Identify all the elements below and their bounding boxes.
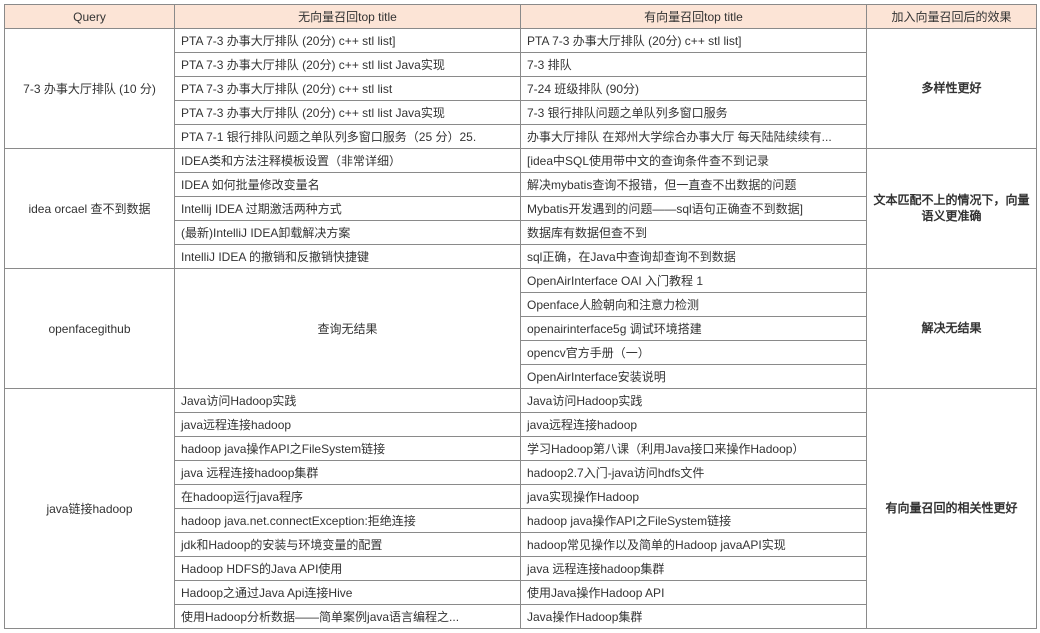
effect-cell: 解决无结果 bbox=[867, 269, 1037, 389]
vec-cell: 解决mybatis查询不报错，但一直查不出数据的问题 bbox=[521, 173, 867, 197]
novec-cell: java远程连接hadoop bbox=[175, 413, 521, 437]
novec-cell: Java访问Hadoop实践 bbox=[175, 389, 521, 413]
vec-cell: java实现操作Hadoop bbox=[521, 485, 867, 509]
novec-noresult-cell: 查询无结果 bbox=[175, 269, 521, 389]
vec-cell: 使用Java操作Hadoop API bbox=[521, 581, 867, 605]
vec-cell: openairinterface5g 调试环境搭建 bbox=[521, 317, 867, 341]
novec-cell: 在hadoop运行java程序 bbox=[175, 485, 521, 509]
novec-cell: IntelliJ IDEA 的撤销和反撤销快捷键 bbox=[175, 245, 521, 269]
vec-cell: sql正确，在Java中查询却查询不到数据 bbox=[521, 245, 867, 269]
novec-cell: hadoop java操作API之FileSystem链接 bbox=[175, 437, 521, 461]
comparison-table: Query 无向量召回top title 有向量召回top title 加入向量… bbox=[4, 4, 1037, 629]
novec-cell: PTA 7-3 办事大厅排队 (20分) c++ stl list Java实现 bbox=[175, 101, 521, 125]
vec-cell: OpenAirInterface安装说明 bbox=[521, 365, 867, 389]
novec-cell: Hadoop之通过Java Api连接Hive bbox=[175, 581, 521, 605]
query-cell: idea orcael 查不到数据 bbox=[5, 149, 175, 269]
novec-cell: Hadoop HDFS的Java API使用 bbox=[175, 557, 521, 581]
vec-cell: hadoop常见操作以及简单的Hadoop javaAPI实现 bbox=[521, 533, 867, 557]
table-row: 7-3 办事大厅排队 (10 分)PTA 7-3 办事大厅排队 (20分) c+… bbox=[5, 29, 1037, 53]
vec-cell: java远程连接hadoop bbox=[521, 413, 867, 437]
vec-cell: hadoop2.7入门-java访问hdfs文件 bbox=[521, 461, 867, 485]
vec-cell: hadoop java操作API之FileSystem链接 bbox=[521, 509, 867, 533]
table-row: openfacegithub查询无结果OpenAirInterface OAI … bbox=[5, 269, 1037, 293]
novec-cell: java 远程连接hadoop集群 bbox=[175, 461, 521, 485]
query-cell: openfacegithub bbox=[5, 269, 175, 389]
effect-cell: 有向量召回的相关性更好 bbox=[867, 389, 1037, 629]
novec-cell: Intellij IDEA 过期激活两种方式 bbox=[175, 197, 521, 221]
vec-cell: 7-3 银行排队问题之单队列多窗口服务 bbox=[521, 101, 867, 125]
vec-cell: 7-3 排队 bbox=[521, 53, 867, 77]
novec-cell: IDEA类和方法注释模板设置（非常详细） bbox=[175, 149, 521, 173]
vec-cell: 7-24 班级排队 (90分) bbox=[521, 77, 867, 101]
vec-cell: [idea中SQL使用带中文的查询条件查不到记录 bbox=[521, 149, 867, 173]
vec-cell: 数据库有数据但查不到 bbox=[521, 221, 867, 245]
vec-cell: java 远程连接hadoop集群 bbox=[521, 557, 867, 581]
query-cell: java链接hadoop bbox=[5, 389, 175, 629]
header-row: Query 无向量召回top title 有向量召回top title 加入向量… bbox=[5, 5, 1037, 29]
header-effect: 加入向量召回后的效果 bbox=[867, 5, 1037, 29]
effect-cell: 文本匹配不上的情况下，向量语义更准确 bbox=[867, 149, 1037, 269]
query-cell: 7-3 办事大厅排队 (10 分) bbox=[5, 29, 175, 149]
vec-cell: opencv官方手册（一） bbox=[521, 341, 867, 365]
vec-cell: 学习Hadoop第八课（利用Java接口来操作Hadoop） bbox=[521, 437, 867, 461]
vec-cell: Java访问Hadoop实践 bbox=[521, 389, 867, 413]
novec-cell: PTA 7-3 办事大厅排队 (20分) c++ stl list Java实现 bbox=[175, 53, 521, 77]
vec-cell: Openface人脸朝向和注意力检测 bbox=[521, 293, 867, 317]
vec-cell: PTA 7-3 办事大厅排队 (20分) c++ stl list] bbox=[521, 29, 867, 53]
table-row: idea orcael 查不到数据IDEA类和方法注释模板设置（非常详细）[id… bbox=[5, 149, 1037, 173]
novec-cell: hadoop java.net.connectException:拒绝连接 bbox=[175, 509, 521, 533]
vec-cell: Java操作Hadoop集群 bbox=[521, 605, 867, 629]
vec-cell: OpenAirInterface OAI 入门教程 1 bbox=[521, 269, 867, 293]
novec-cell: PTA 7-3 办事大厅排队 (20分) c++ stl list] bbox=[175, 29, 521, 53]
novec-cell: PTA 7-3 办事大厅排队 (20分) c++ stl list bbox=[175, 77, 521, 101]
novec-cell: (最新)IntelliJ IDEA卸载解决方案 bbox=[175, 221, 521, 245]
vec-cell: 办事大厅排队 在郑州大学综合办事大厅 每天陆陆续续有... bbox=[521, 125, 867, 149]
novec-cell: IDEA 如何批量修改变量名 bbox=[175, 173, 521, 197]
novec-cell: 使用Hadoop分析数据——简单案例java语言编程之... bbox=[175, 605, 521, 629]
header-query: Query bbox=[5, 5, 175, 29]
novec-cell: PTA 7-1 银行排队问题之单队列多窗口服务（25 分）25. bbox=[175, 125, 521, 149]
effect-cell: 多样性更好 bbox=[867, 29, 1037, 149]
header-novec: 无向量召回top title bbox=[175, 5, 521, 29]
table-row: java链接hadoopJava访问Hadoop实践Java访问Hadoop实践… bbox=[5, 389, 1037, 413]
header-vec: 有向量召回top title bbox=[521, 5, 867, 29]
novec-cell: jdk和Hadoop的安装与环境变量的配置 bbox=[175, 533, 521, 557]
vec-cell: Mybatis开发遇到的问题——sql语句正确查不到数据] bbox=[521, 197, 867, 221]
